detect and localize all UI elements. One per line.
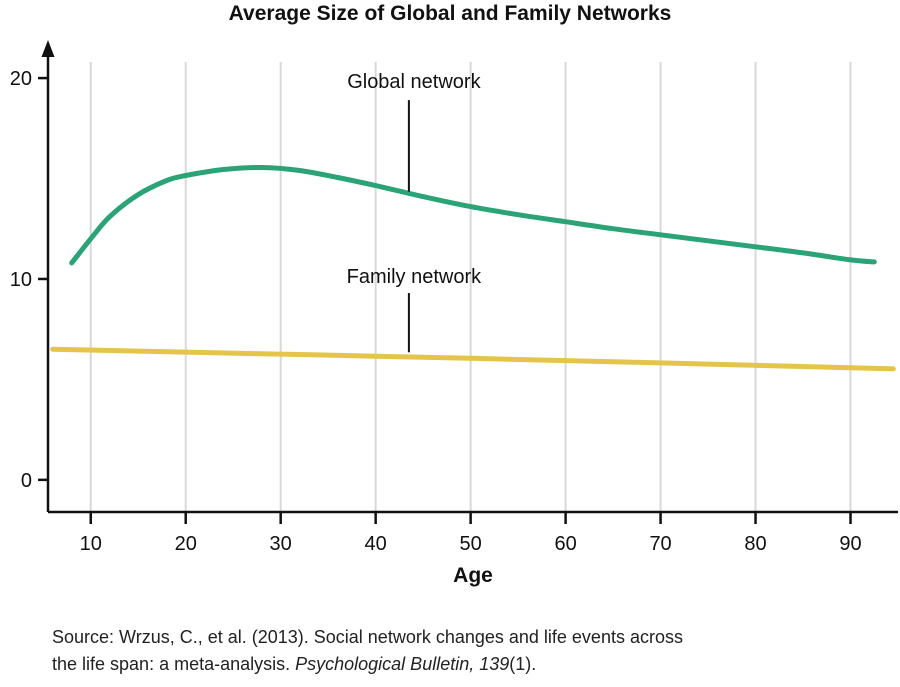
source-text-suffix: (1). <box>509 654 537 674</box>
x-tick-label: 70 <box>649 533 671 555</box>
x-tick-label: 20 <box>175 533 197 555</box>
y-tick-label: 20 <box>10 68 32 90</box>
source-text-line1: Source: Wrzus, C., et al. (2013). Social… <box>52 627 683 647</box>
x-tick-label: 80 <box>744 533 766 555</box>
series-line <box>69 164 877 266</box>
line-chart: 0 10 20 10 20 30 40 50 60 70 80 90 Age Global network… <box>10 40 898 587</box>
source-journal: Psychological Bulletin, 139 <box>295 654 510 674</box>
x-tick-label: 60 <box>554 533 576 555</box>
x-tick-label: 90 <box>839 533 861 555</box>
x-tick-label: 50 <box>460 533 482 555</box>
x-tick-label: 10 <box>80 533 102 555</box>
annotation-label: Global network <box>347 71 481 93</box>
source-citation: Source: Wrzus, C., et al. (2013). Social… <box>52 624 852 678</box>
source-text-line2: the life span: a meta-analysis. <box>52 654 296 674</box>
chart-title: Average Size of Global and Family Networ… <box>228 2 672 25</box>
annotation-label: Family network <box>347 266 482 288</box>
x-axis-title: Age <box>453 564 493 587</box>
x-tick-label: 30 <box>270 533 292 555</box>
series-line <box>50 346 896 372</box>
y-axis-arrowhead <box>41 40 55 57</box>
y-tick-label: 10 <box>10 269 32 291</box>
y-tick-label: 0 <box>21 470 32 492</box>
x-tick-label: 40 <box>365 533 387 555</box>
